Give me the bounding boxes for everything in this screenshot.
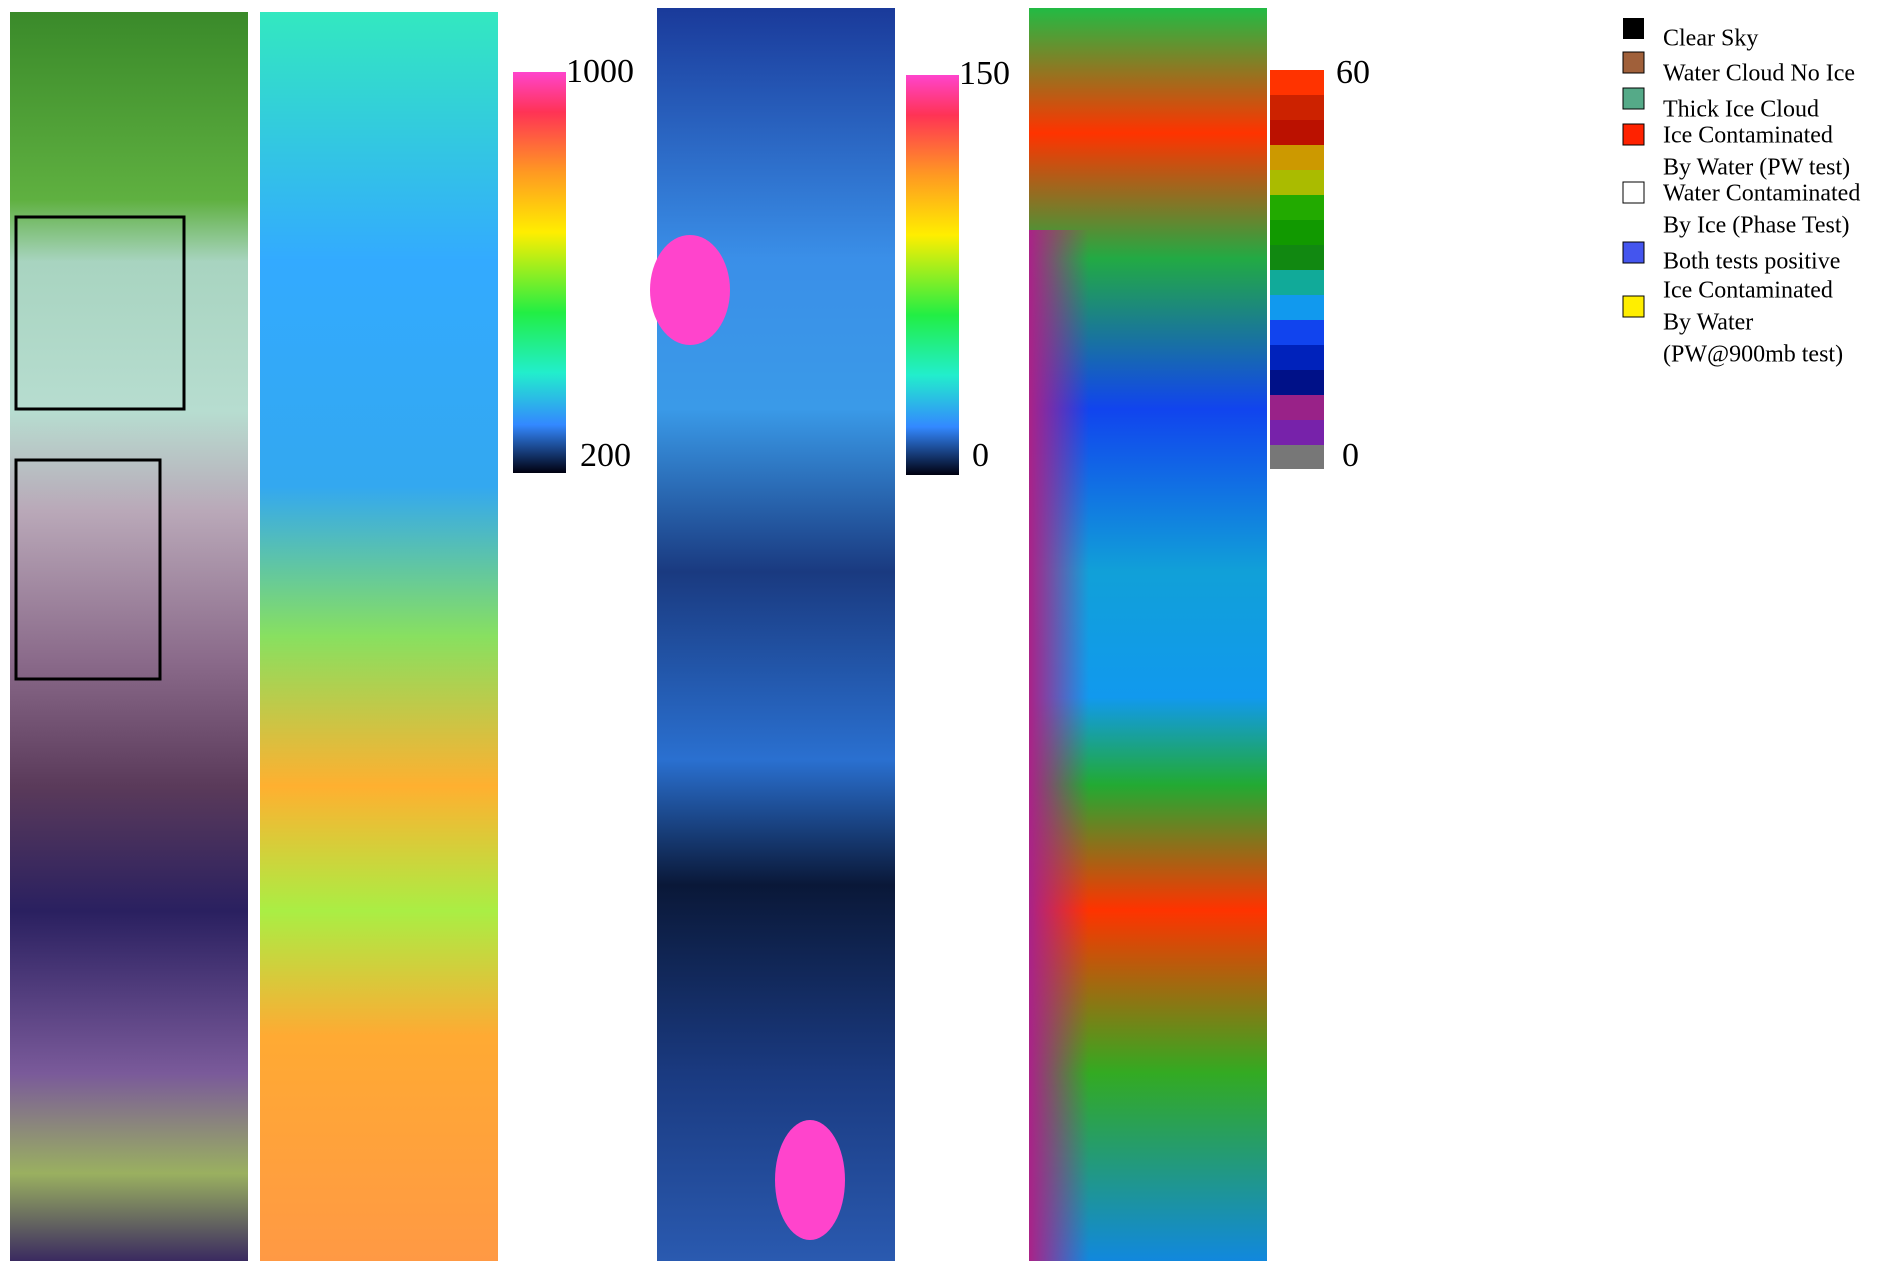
colorbar-min: 200 bbox=[580, 437, 631, 474]
legend-label: Ice Contaminated bbox=[1663, 278, 1833, 304]
highlight bbox=[650, 235, 730, 345]
discrete-colorbar bbox=[1270, 70, 1324, 469]
legend-labels: Clear Sky Water Cloud No Ice Thick Ice Clo… bbox=[1663, 26, 1860, 368]
legend-label: (PW@900mb test) bbox=[1663, 342, 1843, 368]
colorbar-min: 0 bbox=[1342, 437, 1359, 474]
legend-label: By Water (PW test) bbox=[1663, 155, 1850, 181]
image-panel bbox=[10, 12, 248, 1261]
box bbox=[14, 458, 162, 681]
legend-swatch bbox=[1622, 87, 1645, 110]
colorbar bbox=[906, 75, 959, 475]
colorbar-max: 150 bbox=[959, 55, 1010, 92]
image-panel bbox=[657, 8, 895, 1261]
legend-label: Thick Ice Cloud bbox=[1663, 97, 1819, 123]
legend-label: Water Contaminated bbox=[1663, 181, 1860, 207]
legend bbox=[1622, 18, 1645, 318]
legend-label: By Water bbox=[1663, 310, 1753, 336]
legend-label: Both tests positive bbox=[1663, 249, 1840, 275]
legend-swatch bbox=[1622, 123, 1645, 146]
legend-swatch bbox=[1622, 181, 1645, 204]
legend-label: Clear Sky bbox=[1663, 26, 1758, 52]
box bbox=[14, 215, 186, 411]
colorbar-min: 0 bbox=[972, 437, 989, 474]
colorbar-max: 60 bbox=[1336, 54, 1370, 91]
highlight bbox=[775, 1120, 845, 1240]
legend-swatch bbox=[1623, 18, 1644, 39]
colorbar-max: 1000 bbox=[566, 53, 634, 90]
legend-label: Ice Contaminated bbox=[1663, 123, 1833, 149]
image-overlay bbox=[1029, 230, 1089, 1261]
colorbar bbox=[513, 72, 566, 473]
legend-swatch bbox=[1622, 295, 1645, 318]
legend-swatch bbox=[1622, 51, 1645, 74]
image-panel bbox=[260, 12, 498, 1261]
legend-swatch bbox=[1622, 241, 1645, 264]
legend-label: Water Cloud No Ice bbox=[1663, 61, 1855, 87]
legend-label: By Ice (Phase Test) bbox=[1663, 213, 1850, 239]
